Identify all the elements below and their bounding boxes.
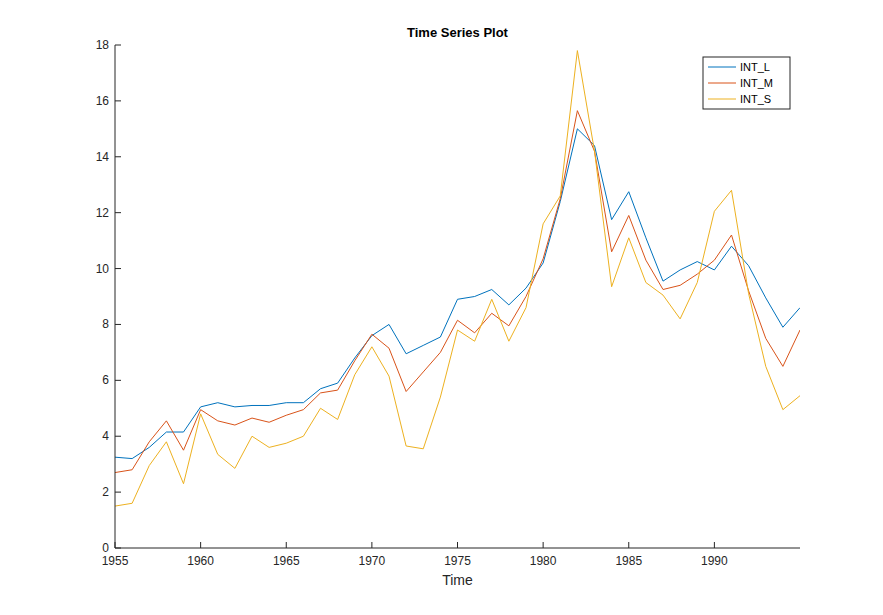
legend-label: INT_L <box>740 61 770 73</box>
y-tick <box>115 492 121 493</box>
legend-swatch <box>708 83 736 84</box>
x-tick-label: 1960 <box>187 554 214 568</box>
legend: INT_L INT_M INT_S <box>703 57 790 109</box>
y-tick-label: 4 <box>102 429 109 443</box>
y-tick-label: 16 <box>96 94 110 108</box>
legend-swatch <box>708 99 736 100</box>
y-tick <box>115 324 121 325</box>
x-tick-label: 1990 <box>701 554 728 568</box>
x-tick <box>371 542 372 548</box>
x-tick-label: 1965 <box>273 554 300 568</box>
y-tick <box>115 212 121 213</box>
x-tick <box>200 542 201 548</box>
y-tick <box>115 268 121 269</box>
y-tick-label: 18 <box>96 38 110 52</box>
series-line <box>115 129 800 459</box>
x-tick <box>457 542 458 548</box>
y-tick-label: 6 <box>102 373 109 387</box>
series-group <box>115 51 800 506</box>
y-tick-label: 2 <box>102 485 109 499</box>
title: Time Series Plot <box>407 25 509 40</box>
y-tick-label: 10 <box>96 262 110 276</box>
legend-label: INT_M <box>740 77 773 89</box>
x-tick <box>286 542 287 548</box>
y-axis <box>115 45 116 548</box>
x-tick <box>714 542 715 548</box>
x-tick <box>543 542 544 548</box>
legend-box <box>703 57 790 109</box>
x-tick-label: 1955 <box>102 554 129 568</box>
plot-area <box>115 45 800 548</box>
y-tick <box>115 45 121 46</box>
x-axis-label: Time <box>442 572 473 588</box>
x-tick-label: 1975 <box>444 554 471 568</box>
series-line <box>115 111 800 473</box>
y-tick-label: 8 <box>102 317 109 331</box>
y-tick <box>115 156 121 157</box>
y-tick <box>115 436 121 437</box>
y-tick-label: 12 <box>96 206 110 220</box>
chart: 0 2 4 6 8 10 12 14 16 18 1955 1960 1965 1970 1975 1980 1… <box>0 0 883 615</box>
series-line <box>115 51 800 506</box>
y-tick <box>115 380 121 381</box>
legend-swatch <box>708 67 736 68</box>
legend-label: INT_S <box>740 93 771 105</box>
y-tick-label: 0 <box>102 541 109 555</box>
x-tick-label: 1980 <box>530 554 557 568</box>
background <box>0 0 883 615</box>
y-tick <box>115 100 121 101</box>
x-axis <box>115 548 800 549</box>
x-tick-label: 1970 <box>359 554 386 568</box>
y-tick-label: 14 <box>96 150 110 164</box>
x-tick <box>628 542 629 548</box>
x-tick-label: 1985 <box>615 554 642 568</box>
